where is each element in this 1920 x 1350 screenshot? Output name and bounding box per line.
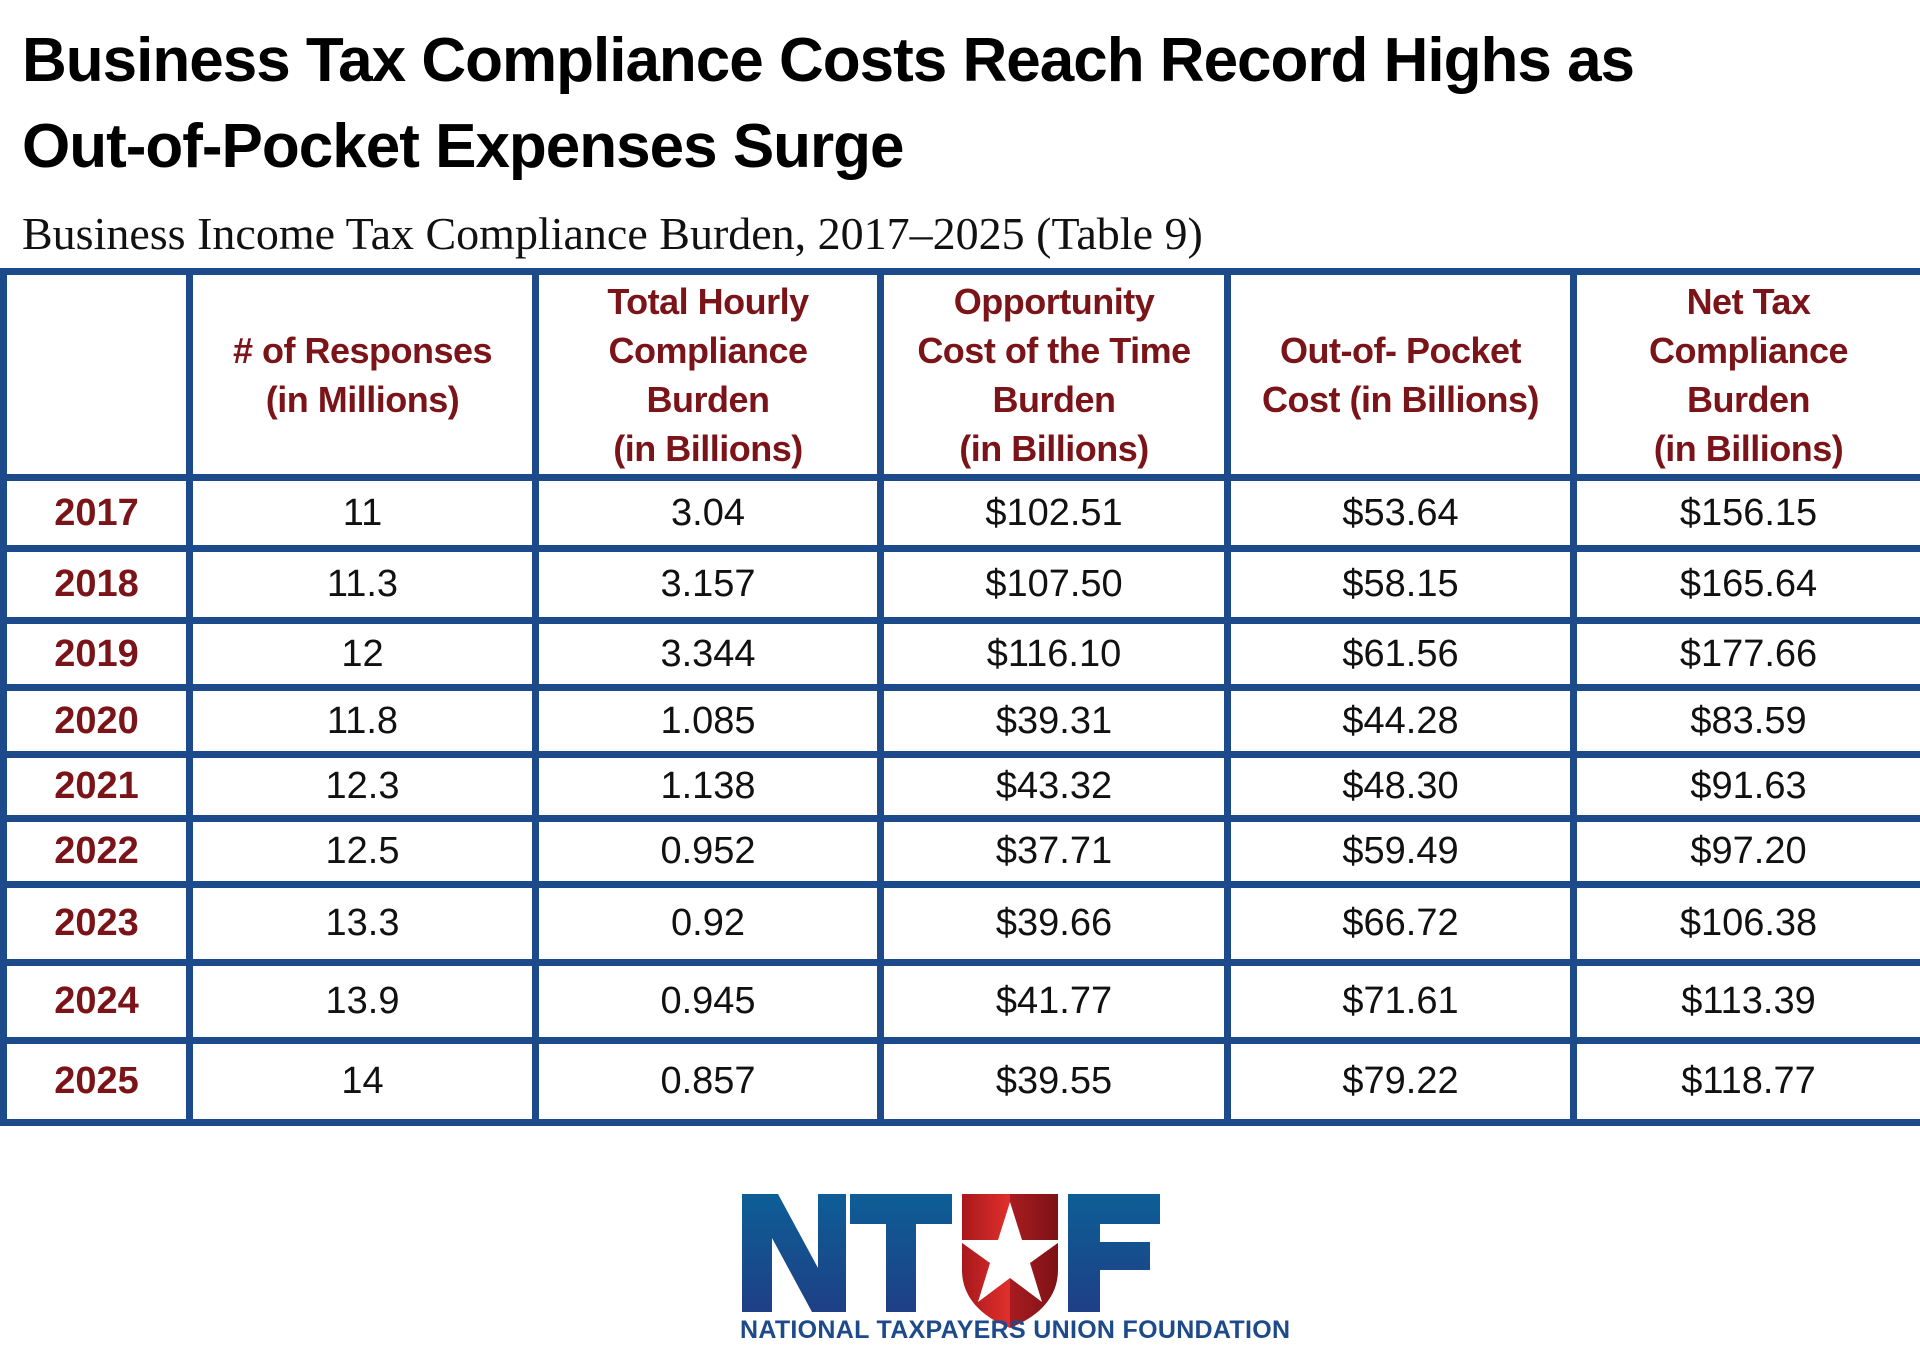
value-cell: 3.157 bbox=[532, 545, 884, 624]
year-cell: 2020 bbox=[0, 684, 193, 758]
header-cell: Total Hourly Compliance Burden (in Billions… bbox=[532, 268, 884, 481]
value-cell: 0.952 bbox=[532, 815, 884, 888]
value-cell: $43.32 bbox=[877, 751, 1231, 822]
header-line: Compliance bbox=[1648, 329, 1849, 371]
table-row: 2019 12 3.344 $116.10 $61.56 $177.66 bbox=[0, 617, 1920, 691]
logo-letter-f bbox=[1068, 1194, 1160, 1312]
table-row: 2018 11.3 3.157 $107.50 $58.15 $165.64 bbox=[0, 545, 1920, 624]
year-cell: 2024 bbox=[0, 959, 193, 1044]
header-line: # of Responses bbox=[232, 329, 493, 371]
value-cell: $118.77 bbox=[1570, 1037, 1920, 1126]
value-cell: $61.56 bbox=[1224, 617, 1577, 691]
year-cell: 2023 bbox=[0, 881, 193, 966]
value-cell: $91.63 bbox=[1570, 751, 1920, 822]
logo-shield-star-icon bbox=[958, 1194, 1062, 1328]
value-cell: $102.51 bbox=[877, 474, 1231, 552]
value-cell: $79.22 bbox=[1224, 1037, 1577, 1126]
table-row: 2017 11 3.04 $102.51 $53.64 $156.15 bbox=[0, 474, 1920, 552]
table-header-row: # of Responses (in Millions) Total Hourly C… bbox=[0, 268, 1920, 481]
header-cell: # of Responses (in Millions) bbox=[186, 268, 539, 481]
table-row: 2023 13.3 0.92 $39.66 $66.72 $106.38 bbox=[0, 881, 1920, 966]
table-row: 2024 13.9 0.945 $41.77 $71.61 $113.39 bbox=[0, 959, 1920, 1044]
value-cell: $48.30 bbox=[1224, 751, 1577, 822]
year-cell: 2025 bbox=[0, 1037, 193, 1126]
value-cell: $156.15 bbox=[1570, 474, 1920, 552]
value-cell: 13.9 bbox=[186, 959, 539, 1044]
value-cell: $37.71 bbox=[877, 815, 1231, 888]
value-cell: 14 bbox=[186, 1037, 539, 1126]
header-line: Opportunity bbox=[953, 280, 1155, 322]
title-line-1: Business Tax Compliance Costs Reach Reco… bbox=[22, 26, 1635, 95]
table-row: 2020 11.8 1.085 $39.31 $44.28 $83.59 bbox=[0, 684, 1920, 758]
value-cell: 11.8 bbox=[186, 684, 539, 758]
value-cell: 3.04 bbox=[532, 474, 884, 552]
header-line: Burden bbox=[1687, 378, 1811, 420]
value-cell: 11 bbox=[186, 474, 539, 552]
logo-letter-n bbox=[742, 1194, 846, 1312]
value-cell: 3.344 bbox=[532, 617, 884, 691]
value-cell: 0.857 bbox=[532, 1037, 884, 1126]
header-line: Net Tax bbox=[1686, 280, 1811, 322]
year-cell: 2021 bbox=[0, 751, 193, 822]
value-cell: $71.61 bbox=[1224, 959, 1577, 1044]
header-line: (in Millions) bbox=[265, 378, 460, 420]
logo-letter-t bbox=[850, 1194, 952, 1312]
table-row: 2022 12.5 0.952 $37.71 $59.49 $97.20 bbox=[0, 815, 1920, 888]
title-line-2: Out-of-Pocket Expenses Surge bbox=[22, 112, 905, 181]
value-cell: $41.77 bbox=[877, 959, 1231, 1044]
header-line: (in Billions) bbox=[1653, 427, 1844, 469]
header-cell: Net Tax Compliance Burden (in Billions) bbox=[1570, 268, 1920, 481]
value-cell: $165.64 bbox=[1570, 545, 1920, 624]
header-line: Compliance bbox=[608, 329, 808, 371]
value-cell: $44.28 bbox=[1224, 684, 1577, 758]
value-cell: 12.3 bbox=[186, 751, 539, 822]
value-cell: 0.945 bbox=[532, 959, 884, 1044]
ntuf-logo bbox=[742, 1194, 1160, 1328]
header-line: Out-of- Pocket bbox=[1280, 329, 1522, 371]
value-cell: $58.15 bbox=[1224, 545, 1577, 624]
header-cell-empty bbox=[0, 268, 193, 481]
value-cell: $53.64 bbox=[1224, 474, 1577, 552]
value-cell: $116.10 bbox=[877, 617, 1231, 691]
value-cell: 0.92 bbox=[532, 881, 884, 966]
logo-organization-name: NATIONAL TAXPAYERS UNION FOUNDATION bbox=[740, 1316, 1291, 1344]
header-line: Cost of the Time bbox=[917, 329, 1191, 371]
value-cell: $66.72 bbox=[1224, 881, 1577, 966]
header-line: (in Billions) bbox=[613, 427, 803, 469]
table-row: 2025 14 0.857 $39.55 $79.22 $118.77 bbox=[0, 1037, 1920, 1126]
value-cell: $177.66 bbox=[1570, 617, 1920, 691]
value-cell: 1.085 bbox=[532, 684, 884, 758]
header-line: Cost (in Billions) bbox=[1262, 378, 1539, 420]
header-line: Burden bbox=[646, 378, 771, 420]
year-cell: 2017 bbox=[0, 474, 193, 552]
value-cell: $107.50 bbox=[877, 545, 1231, 624]
value-cell: $59.49 bbox=[1224, 815, 1577, 888]
header-cell: Out-of- Pocket Cost (in Billions) bbox=[1224, 268, 1577, 481]
compliance-table: # of Responses (in Millions) Total Hourly C… bbox=[0, 268, 1920, 1126]
table-subtitle: Business Income Tax Compliance Burden, 2… bbox=[22, 208, 1203, 259]
table-row: 2021 12.3 1.138 $43.32 $48.30 $91.63 bbox=[0, 751, 1920, 822]
header-line: Total Hourly bbox=[607, 280, 809, 322]
value-cell: $97.20 bbox=[1570, 815, 1920, 888]
value-cell: $113.39 bbox=[1570, 959, 1920, 1044]
header-line: (in Billions) bbox=[959, 427, 1149, 469]
value-cell: $83.59 bbox=[1570, 684, 1920, 758]
header-line: Burden bbox=[992, 378, 1117, 420]
value-cell: 12.5 bbox=[186, 815, 539, 888]
value-cell: 11.3 bbox=[186, 545, 539, 624]
value-cell: $39.55 bbox=[877, 1037, 1231, 1126]
year-cell: 2022 bbox=[0, 815, 193, 888]
value-cell: $106.38 bbox=[1570, 881, 1920, 966]
page-title: Business Tax Compliance Costs Reach Reco… bbox=[22, 18, 1902, 190]
value-cell: $39.66 bbox=[877, 881, 1231, 966]
year-cell: 2018 bbox=[0, 545, 193, 624]
value-cell: 12 bbox=[186, 617, 539, 691]
year-cell: 2019 bbox=[0, 617, 193, 691]
header-cell: Opportunity Cost of the Time Burden (in Bil… bbox=[877, 268, 1231, 481]
value-cell: 13.3 bbox=[186, 881, 539, 966]
value-cell: 1.138 bbox=[532, 751, 884, 822]
value-cell: $39.31 bbox=[877, 684, 1231, 758]
